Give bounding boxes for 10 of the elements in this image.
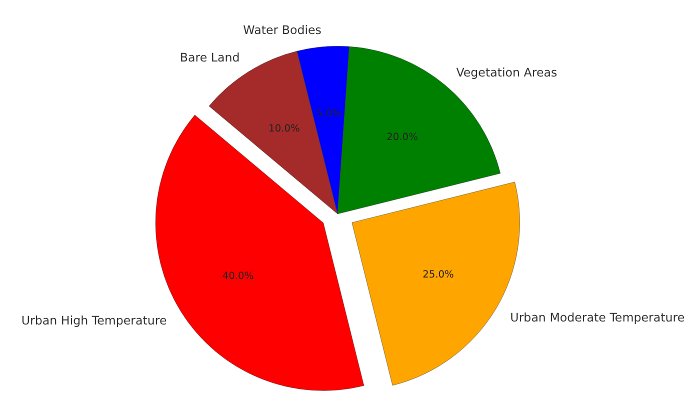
slice-label: Urban High Temperature <box>21 314 167 328</box>
data-label: 40.0% <box>222 271 254 282</box>
slice-label: Urban Moderate Temperature <box>510 310 685 325</box>
slice-label: Water Bodies <box>243 23 322 38</box>
data-label: 10.0% <box>268 124 300 135</box>
slice-label: Bare Land <box>180 50 240 64</box>
slice-label: Vegetation Areas <box>456 65 558 80</box>
data-label: 20.0% <box>386 132 418 143</box>
data-label: 25.0% <box>422 269 454 280</box>
data-label: 5.0% <box>316 108 342 120</box>
